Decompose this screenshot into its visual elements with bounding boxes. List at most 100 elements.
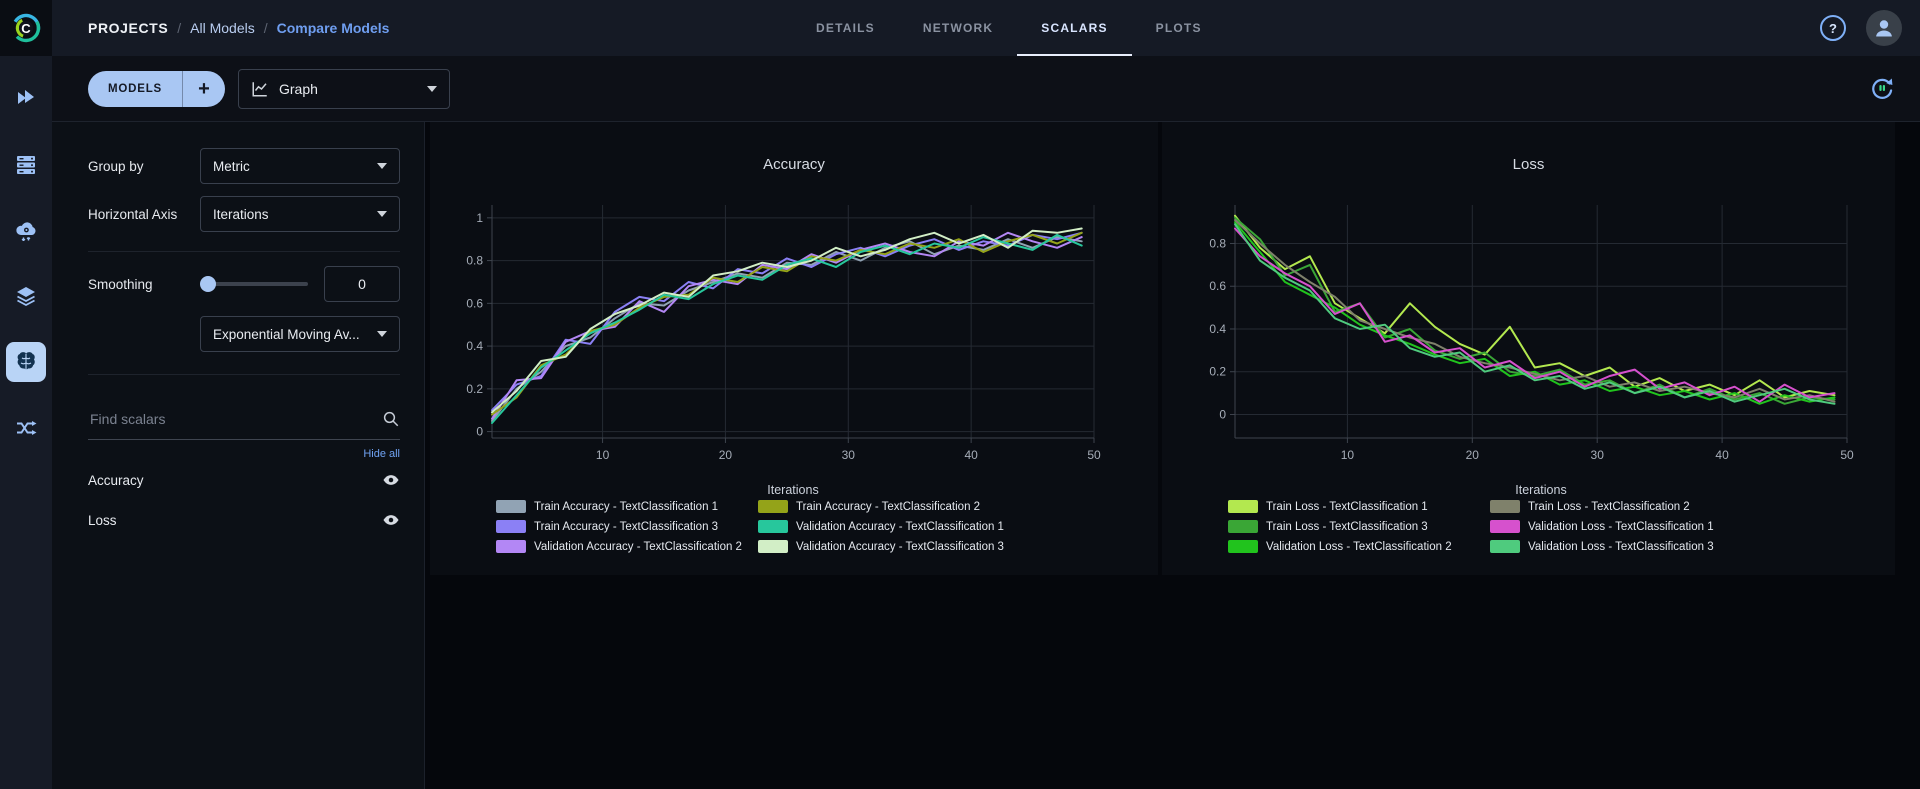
svg-text:0: 0 [1219, 407, 1226, 421]
hide-all-link[interactable]: Hide all [363, 448, 400, 460]
svg-text:30: 30 [1591, 448, 1605, 462]
legend-label: Train Accuracy - TextClassification 3 [534, 520, 719, 533]
left-nav-rail [0, 56, 52, 789]
legend-item[interactable]: Validation Loss - TextClassification 1 [1490, 520, 1714, 533]
chevron-down-icon [427, 86, 437, 92]
horizontal-axis-dropdown[interactable]: Iterations [200, 196, 400, 232]
add-model-button[interactable]: + [198, 77, 210, 100]
legend-item[interactable]: Train Accuracy - TextClassification 1 [496, 500, 742, 513]
chevron-down-icon [377, 211, 387, 217]
smoothing-slider[interactable] [200, 276, 308, 292]
sidebar-item-pipelines[interactable] [6, 408, 46, 448]
svg-text:0.8: 0.8 [1209, 236, 1226, 250]
legend-label: Validation Accuracy - TextClassification… [534, 540, 742, 553]
chart-legend-column: Train Loss - TextClassification 1 Train L… [1228, 500, 1452, 560]
panel-divider [88, 251, 400, 252]
models-selector: MODELS + [88, 71, 225, 107]
series-line [1234, 216, 1836, 405]
person-icon [1876, 20, 1892, 37]
smoothing-value-input[interactable] [324, 266, 400, 302]
legend-label: Validation Accuracy - TextClassification… [796, 520, 1004, 533]
legend-swatch [496, 540, 526, 553]
tab-scalars[interactable]: SCALARS [1017, 0, 1132, 56]
group-by-dropdown[interactable]: Metric [200, 148, 400, 184]
legend-item[interactable]: Train Accuracy - TextClassification 2 [758, 500, 1004, 513]
brain-icon [17, 352, 35, 371]
pipelines-icon [17, 421, 37, 435]
series-line [491, 233, 1083, 424]
legend-item[interactable]: Train Loss - TextClassification 2 [1490, 500, 1714, 513]
scalar-search [88, 399, 400, 440]
eye-icon [383, 475, 399, 485]
svg-text:40: 40 [964, 448, 978, 462]
visibility-toggle-loss[interactable] [382, 511, 400, 529]
loss-plot[interactable]: 0 0.2 0.4 0.6 0.8 10 20 30 40 50 Iterations [1162, 122, 1895, 575]
legend-swatch [758, 500, 788, 513]
sidebar-item-datasets[interactable] [6, 276, 46, 316]
user-avatar[interactable] [1866, 10, 1902, 46]
scalars-settings-panel: Group by Metric Horizontal Axis Iteratio… [52, 122, 425, 789]
legend-item[interactable]: Validation Loss - TextClassification 2 [1228, 540, 1452, 553]
legend-item[interactable]: Validation Accuracy - TextClassification… [758, 540, 1004, 553]
pill-divider [182, 71, 183, 107]
series-line [1234, 219, 1836, 403]
legend-item[interactable]: Train Loss - TextClassification 1 [1228, 500, 1452, 513]
svg-text:0: 0 [476, 425, 483, 439]
series-line [491, 231, 1083, 416]
sidebar-item-getting-started[interactable] [6, 78, 46, 118]
svg-text:0.4: 0.4 [1209, 322, 1226, 336]
legend-swatch [1490, 500, 1520, 513]
sidebar-item-workers-queues[interactable] [6, 144, 46, 184]
help-icon[interactable]: ? [1820, 15, 1846, 41]
tab-plots[interactable]: PLOTS [1155, 21, 1202, 35]
legend-swatch [1228, 540, 1258, 553]
clearml-logo-icon: C [11, 13, 41, 43]
tab-network[interactable]: NETWORK [922, 21, 994, 35]
sidebar-item-cloud-autoscaler[interactable] [6, 210, 46, 250]
models-button[interactable]: MODELS [108, 83, 162, 95]
legend-label: Train Loss - TextClassification 2 [1528, 500, 1690, 513]
search-icon[interactable] [382, 410, 400, 428]
sidebar-item-models[interactable] [6, 342, 46, 382]
accuracy-plot[interactable]: 0 0.2 0.4 0.6 0.8 1 10 20 30 40 50 Iterations [430, 122, 1158, 575]
legend-item[interactable]: Train Accuracy - TextClassification 3 [496, 520, 742, 533]
breadcrumb-all-models[interactable]: All Models [190, 20, 255, 36]
breadcrumb-compare-models[interactable]: Compare Models [276, 20, 390, 36]
svg-text:0.6: 0.6 [1209, 279, 1226, 293]
line-chart-icon [252, 82, 267, 97]
legend-swatch [1228, 520, 1258, 533]
find-scalars-input[interactable] [88, 410, 382, 428]
chevron-down-icon [377, 331, 387, 337]
legend-swatch [758, 520, 788, 533]
chart-legend-column: Train Accuracy - TextClassification 1 Tra… [496, 500, 742, 560]
group-by-label: Group by [88, 158, 144, 174]
breadcrumb-projects[interactable]: PROJECTS [88, 20, 169, 36]
horizontal-axis-label: Horizontal Axis [88, 206, 178, 222]
legend-item[interactable]: Validation Loss - TextClassification 3 [1490, 540, 1714, 553]
svg-text:0.8: 0.8 [466, 254, 483, 268]
chart-legend-column: Train Loss - TextClassification 2 Validat… [1490, 500, 1714, 560]
smoothing-type-dropdown[interactable]: Exponential Moving Av... [200, 316, 400, 352]
horizontal-axis-value: Iterations [213, 206, 269, 222]
legend-item[interactable]: Validation Accuracy - TextClassification… [496, 540, 742, 553]
legend-item[interactable]: Validation Accuracy - TextClassification… [758, 520, 1004, 533]
legend-swatch [1490, 540, 1520, 553]
series-line [491, 236, 1083, 422]
slider-thumb[interactable] [200, 276, 216, 292]
top-header: C PROJECTS / All Models / Compare Models… [0, 0, 1920, 56]
legend-swatch [1228, 500, 1258, 513]
auto-refresh-toggle[interactable] [1868, 74, 1896, 102]
svg-text:0.2: 0.2 [466, 382, 483, 396]
visibility-toggle-accuracy[interactable] [382, 471, 400, 489]
view-type-dropdown[interactable]: Graph [238, 69, 450, 109]
breadcrumb-separator: / [263, 20, 268, 36]
legend-item[interactable]: Train Loss - TextClassification 3 [1228, 520, 1452, 533]
svg-text:20: 20 [1466, 448, 1480, 462]
legend-label: Validation Loss - TextClassification 3 [1528, 540, 1714, 553]
legend-label: Validation Accuracy - TextClassification… [796, 540, 1004, 553]
series-line [1234, 221, 1836, 405]
tab-bar: DETAILS NETWORK SCALARS PLOTS [792, 0, 1226, 56]
app-logo[interactable]: C [0, 0, 52, 56]
tab-details[interactable]: DETAILS [816, 21, 875, 35]
